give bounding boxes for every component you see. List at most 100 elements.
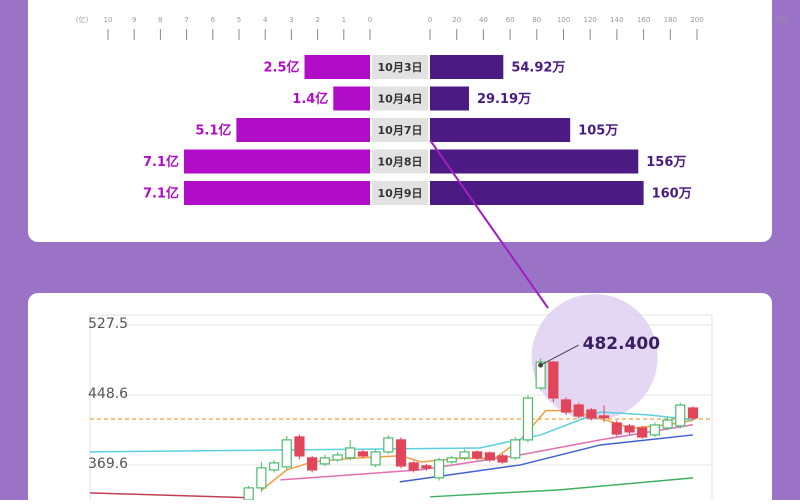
candle-body — [370, 451, 381, 466]
category-label: 10月9日 — [378, 187, 423, 200]
right-value-label: 105万 — [578, 124, 618, 139]
x-tick-label: 0 — [368, 16, 372, 24]
x-tick-label: 80 — [532, 16, 541, 24]
moving-average-line — [89, 492, 250, 499]
y-tick-label: 527.5 — [88, 316, 128, 332]
left-value-label: 7.1亿 — [143, 154, 179, 170]
y-tick-label: 369.6 — [88, 456, 128, 472]
axis-unit: (亿) — [76, 15, 89, 24]
right-bar — [430, 149, 639, 174]
candle-body — [675, 404, 686, 427]
left-value-label: 2.5亿 — [263, 60, 299, 76]
candle-body — [497, 455, 508, 463]
left-bar — [304, 55, 370, 79]
x-tick-label: 40 — [479, 16, 488, 24]
right-bar — [430, 86, 469, 111]
candle-body — [637, 427, 648, 438]
candle-body — [383, 437, 394, 453]
x-tick-label: 60 — [506, 16, 515, 24]
candle-body — [624, 425, 635, 433]
candle-body — [548, 361, 559, 399]
card-bottom — [28, 293, 772, 504]
candle-body — [586, 409, 597, 419]
candle-body — [421, 465, 432, 469]
candle-body — [408, 462, 419, 471]
candle-body — [281, 439, 292, 468]
left-bar — [236, 118, 370, 142]
candle-body — [332, 454, 343, 461]
candle-body — [446, 457, 457, 463]
left-bar — [183, 149, 370, 174]
candle-body — [560, 399, 572, 413]
x-tick-label: 7 — [184, 16, 188, 24]
candle-body — [294, 436, 305, 457]
left-value-label: 1.4亿 — [292, 91, 328, 107]
right-bar — [430, 118, 571, 142]
axis-unit: (万) — [776, 16, 789, 24]
candle-body — [307, 457, 318, 471]
category-label: 10月8日 — [378, 156, 423, 169]
x-tick-label: 160 — [637, 16, 650, 24]
y-tick-label: 448.6 — [88, 386, 128, 402]
date-box — [372, 55, 428, 79]
moving-average-line — [430, 477, 694, 498]
x-tick-label: 100 — [557, 16, 570, 24]
candle-body — [433, 459, 445, 479]
plot-frame — [89, 314, 713, 504]
candle-body — [357, 451, 369, 457]
candle-body — [611, 422, 622, 435]
left-value-label: 7.1亿 — [143, 186, 179, 202]
x-tick-label: 10 — [104, 16, 113, 24]
candle-body — [459, 451, 470, 459]
right-value-label: 54.92万 — [511, 61, 565, 76]
x-tick-label: 200 — [690, 16, 703, 24]
x-tick-label: 4 — [263, 16, 268, 24]
left-bar — [333, 86, 370, 111]
date-box — [372, 149, 428, 174]
x-tick-label: 2 — [315, 16, 319, 24]
x-tick-label: 3 — [289, 16, 293, 24]
candle-body — [268, 462, 280, 471]
candle-body — [522, 397, 534, 441]
candle-body — [395, 439, 407, 467]
candle-body — [256, 467, 267, 489]
candlestick-chart: 369.6 448.6 527.5 482.400 — [88, 294, 712, 501]
candle-body — [345, 447, 356, 459]
moving-average-line — [89, 411, 694, 453]
date-box — [372, 86, 428, 111]
date-box — [372, 181, 428, 205]
right-value-label: 29.19万 — [477, 92, 531, 107]
annotation-dot — [538, 362, 544, 368]
butterfly-chart: (亿) 0 1 2 3 4 5 6 7 8 9 10 (万) 0 20 40 60 80 100 120 140 160 1… — [76, 15, 789, 205]
category-label: 10月7日 — [378, 124, 423, 137]
moving-average-line — [399, 434, 694, 483]
x-tick-label: 6 — [211, 16, 216, 24]
candle-body — [649, 424, 660, 436]
x-tick-label: 8 — [158, 16, 162, 24]
right-bar — [430, 181, 644, 205]
candle-body — [662, 419, 673, 429]
candle-body — [687, 407, 699, 419]
x-tick-label: 140 — [610, 16, 623, 24]
left-bar — [183, 181, 370, 205]
left-value-label: 5.1亿 — [195, 123, 231, 139]
right-bar — [430, 55, 504, 79]
annotation-leader — [540, 344, 579, 366]
candle-body — [573, 404, 584, 417]
category-label: 10月4日 — [378, 93, 423, 106]
x-tick-label: 1 — [342, 16, 346, 24]
annotation-label: 482.400 — [583, 334, 661, 354]
x-tick-label: 180 — [664, 16, 677, 24]
x-tick-label: 9 — [132, 16, 136, 24]
candle-body — [319, 457, 330, 465]
candle-body — [472, 451, 483, 459]
candle-body — [510, 439, 521, 459]
right-value-label: 156万 — [646, 155, 686, 170]
x-tick-label: 5 — [237, 16, 241, 24]
highlight-circle — [531, 294, 658, 421]
x-tick-label: 20 — [452, 16, 461, 24]
right-value-label: 160万 — [652, 187, 692, 202]
candle-body — [484, 452, 495, 461]
x-tick-label: 0 — [428, 16, 432, 24]
